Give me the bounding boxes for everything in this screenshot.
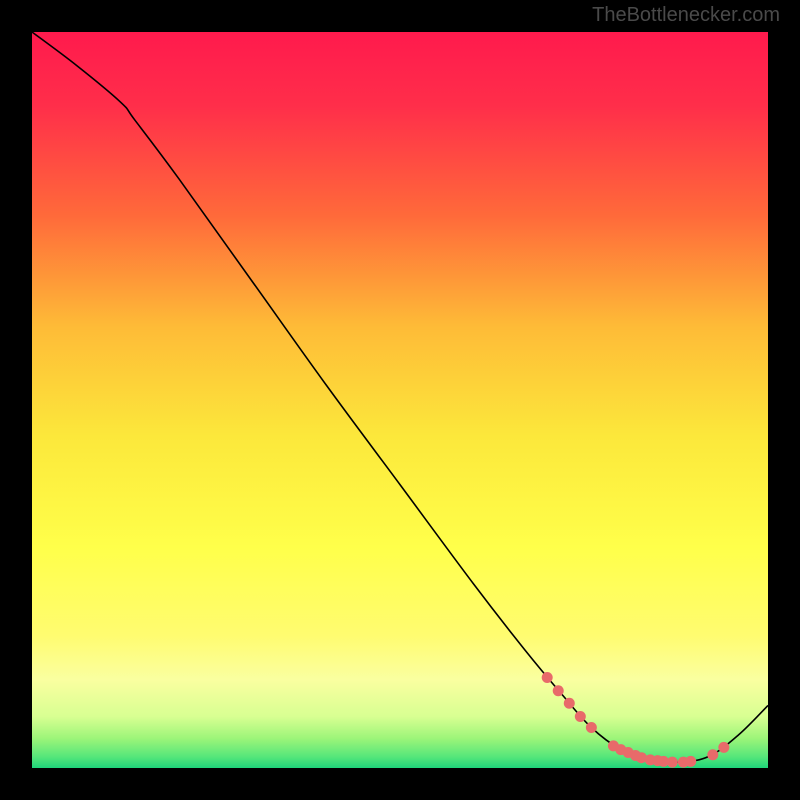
data-point [564, 698, 575, 709]
watermark-text: TheBottlenecker.com [592, 4, 780, 27]
data-point [707, 749, 718, 760]
data-point [667, 757, 678, 768]
chart-svg [32, 32, 768, 768]
bottleneck-chart [32, 32, 768, 768]
data-point [586, 722, 597, 733]
data-point [685, 756, 696, 767]
data-point [718, 742, 729, 753]
gradient-background [32, 32, 768, 768]
data-point [542, 672, 553, 683]
data-point [575, 711, 586, 722]
data-point [553, 685, 564, 696]
